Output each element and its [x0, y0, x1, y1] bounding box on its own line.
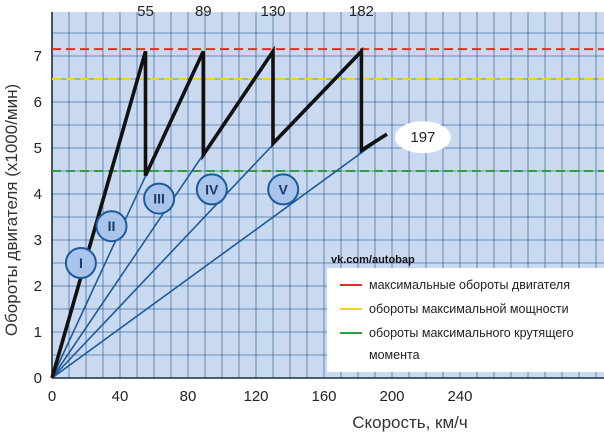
y-tick-label: 7 [34, 48, 42, 65]
x-tick-label: 200 [379, 388, 404, 405]
legend-label-max-torque-cont: момента [369, 348, 420, 362]
x-tick-label: 240 [447, 388, 472, 405]
y-axis-title: Обороты двигателя (х1000/мин) [2, 84, 21, 336]
x-tick-label: 160 [311, 388, 336, 405]
gear-label-circle [267, 173, 300, 206]
y-tick-label: 5 [34, 140, 42, 157]
max-speed-labels: 55 89 130 182 197 [137, 3, 451, 154]
y-tick-label: 0 [34, 370, 42, 387]
max-speed-label: 55 [137, 3, 154, 20]
y-tick-label: 1 [34, 324, 42, 341]
gear-label-circle [95, 210, 128, 243]
legend-box [327, 268, 604, 372]
y-tick-label: 4 [34, 186, 42, 203]
max-speed-label: 89 [195, 3, 212, 20]
x-axis-title: Скорость, км/ч [352, 413, 468, 432]
max-speed-label: 197 [410, 129, 435, 146]
gear-label: IV [205, 181, 219, 197]
shift-path-line [50, 45, 388, 379]
max-speed-label: 130 [260, 3, 285, 20]
max-speed-label: 182 [349, 3, 374, 20]
y-tick-label: 6 [34, 94, 42, 111]
gear-label: I [79, 255, 83, 271]
y-tick-label: 2 [34, 278, 42, 295]
watermark: vk.com/autobap [331, 254, 415, 266]
x-tick-label: 40 [112, 388, 129, 405]
x-tick-label: 120 [243, 388, 268, 405]
legend-label-max-torque: обороты максимального крутящего [369, 326, 574, 340]
legend-label-max-power: обороты максимальной мощности [369, 302, 569, 316]
tick-labels: 0 40 80 120 160 200 240 0 1 2 3 4 5 6 7 [34, 48, 473, 405]
legend-label-max-rpm: максимальные обороты двигателя [369, 278, 570, 292]
end-label-background [394, 121, 451, 154]
gear-label: V [279, 181, 289, 197]
shift-path [50, 45, 388, 379]
gear-label-circle [64, 247, 97, 279]
gear-label-circle [143, 182, 176, 215]
gear-label: II [108, 218, 116, 234]
x-tick-label: 80 [180, 388, 197, 405]
y-tick-label: 3 [34, 232, 42, 249]
x-tick-label: 0 [48, 388, 56, 405]
gear-label-circle [195, 173, 228, 206]
gear-line [51, 133, 388, 379]
gear-label: III [153, 191, 165, 207]
